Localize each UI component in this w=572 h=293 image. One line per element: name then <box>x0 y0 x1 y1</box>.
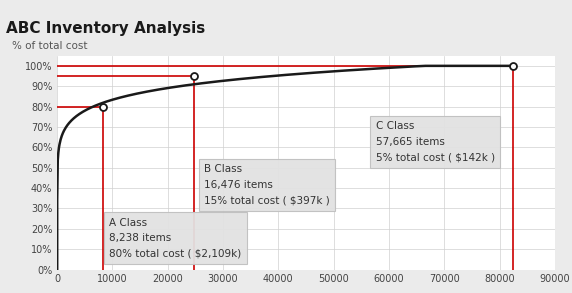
Text: A Class
8,238 items
80% total cost ( $2,109k): A Class 8,238 items 80% total cost ( $2,… <box>109 218 242 259</box>
Text: C Class
57,665 items
5% total cost ( $142k ): C Class 57,665 items 5% total cost ( $14… <box>376 121 495 163</box>
Text: ABC Inventory Analysis: ABC Inventory Analysis <box>6 21 205 35</box>
Text: B Class
16,476 items
15% total cost ( $397k ): B Class 16,476 items 15% total cost ( $3… <box>204 164 329 205</box>
Text: % of total cost: % of total cost <box>13 41 88 51</box>
